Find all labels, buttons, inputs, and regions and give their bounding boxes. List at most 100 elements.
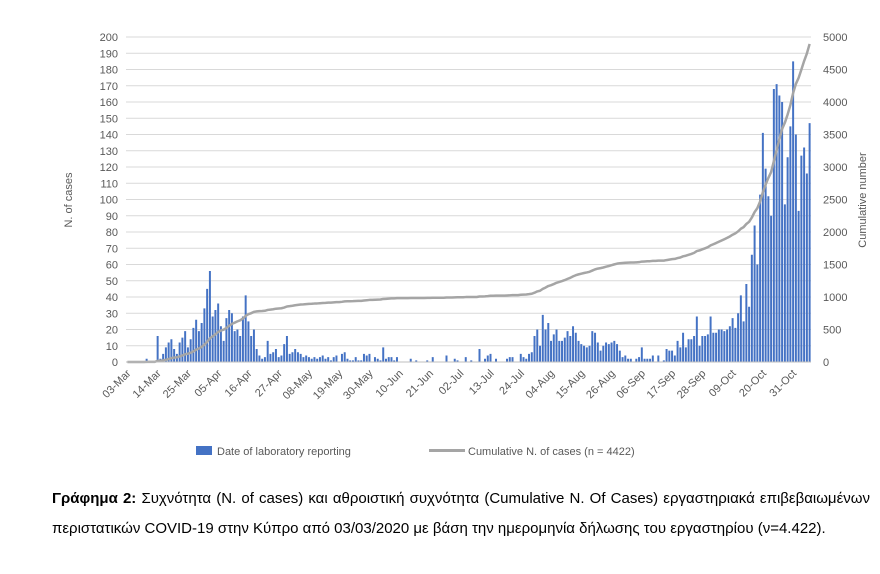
y-tick-label: 70 [106, 243, 118, 255]
bar [453, 358, 456, 362]
bar [302, 357, 305, 363]
legend-swatch-bars [196, 446, 212, 455]
bar [506, 358, 508, 362]
bar [236, 329, 239, 362]
bar [541, 314, 544, 363]
bar [605, 342, 608, 362]
bar [162, 353, 165, 363]
x-tick-label: 03-Mar [100, 367, 133, 400]
bar [415, 360, 418, 363]
bar [250, 336, 253, 362]
bar [274, 349, 277, 362]
y-tick-label: 160 [100, 97, 118, 109]
bar [354, 357, 357, 363]
bar [682, 332, 685, 362]
bar [252, 329, 255, 362]
bar [203, 308, 206, 363]
bar [296, 352, 299, 362]
bar [764, 168, 767, 363]
x-tick-label: 08-May [281, 367, 316, 402]
bar [164, 347, 167, 363]
x-tick-label: 31-Oct [767, 368, 799, 400]
bar [767, 196, 770, 362]
bar [192, 327, 195, 363]
bar [511, 357, 514, 363]
bar [390, 357, 393, 363]
chart-svg: 0 10 20 30 40 50 60 70 80 90 100 110 120 130 140 150 160… [63, 32, 869, 458]
bar [528, 353, 531, 363]
chart: 0 10 20 30 40 50 60 70 80 90 100 110 120 130 140 150 160… [63, 32, 869, 458]
bar [803, 147, 806, 362]
bar [489, 353, 492, 363]
bar [343, 352, 346, 362]
y2-tick-label: 4500 [823, 65, 847, 77]
bar [739, 295, 742, 363]
bar [695, 316, 698, 362]
bar [357, 360, 360, 363]
y-tick-label: 190 [100, 48, 118, 60]
bar [651, 355, 654, 362]
y-tick-label: 10 [106, 341, 118, 353]
bar [580, 344, 583, 363]
bar [239, 336, 242, 362]
bar [373, 357, 376, 363]
bar [646, 358, 649, 362]
y-tick-label: 200 [100, 32, 118, 44]
bar [797, 210, 800, 363]
bar [211, 316, 214, 362]
bar [753, 225, 756, 362]
bar [693, 336, 696, 362]
bar [745, 284, 748, 362]
bar [349, 360, 352, 363]
y2-tick-label: 0 [823, 357, 829, 369]
x-tick-label: 27-Apr [253, 367, 285, 399]
bar [775, 84, 778, 363]
bar [607, 344, 610, 363]
bar [701, 336, 704, 362]
bar [200, 323, 203, 362]
bar [178, 342, 181, 362]
bar [241, 316, 244, 362]
bar [794, 134, 797, 362]
bar [222, 340, 225, 363]
bar [318, 357, 321, 363]
bar [280, 355, 283, 362]
bar [173, 349, 176, 362]
bar [195, 319, 198, 362]
bar [351, 360, 354, 363]
x-tick-label: 05-Apr [192, 367, 224, 399]
legend-label-bars: Date of laboratory reporting [217, 446, 351, 458]
x-tick-label: 26-Aug [584, 368, 618, 402]
bar [552, 334, 555, 363]
bar [266, 340, 269, 363]
y-axis-title: N. of cases [63, 172, 75, 228]
bar [563, 337, 566, 363]
bar [310, 358, 313, 362]
bar [321, 355, 324, 362]
bar [783, 204, 786, 363]
y-tick-label: 170 [100, 81, 118, 93]
bar [329, 360, 332, 363]
bar [324, 358, 327, 362]
bar [638, 357, 641, 363]
bar [616, 344, 619, 363]
bar [283, 344, 286, 363]
y-tick-label: 150 [100, 113, 118, 125]
figure-caption: Γράφημα 2: Συχνότητα (N. of cases) και α… [52, 484, 870, 544]
y-tick-label: 40 [106, 292, 118, 304]
x-tick-label: 09-Oct [707, 368, 739, 400]
bar [805, 173, 808, 362]
bar [588, 345, 591, 362]
bar [643, 358, 646, 362]
bar [340, 353, 343, 363]
bar [572, 326, 575, 362]
bar [624, 355, 627, 362]
bar [566, 331, 569, 363]
bar [574, 332, 577, 362]
bar [247, 321, 250, 363]
bar [379, 360, 382, 363]
cumulative-line [127, 43, 811, 364]
x-tick-label: 25-Mar [161, 367, 194, 400]
y-tick-label: 140 [100, 130, 118, 142]
bar [621, 357, 624, 363]
